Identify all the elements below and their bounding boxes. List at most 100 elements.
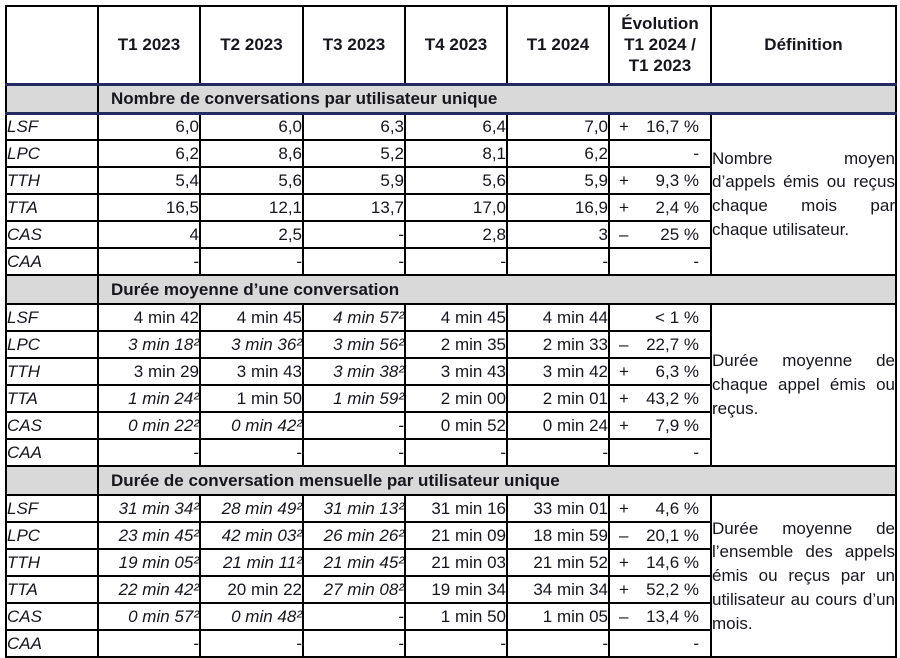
value-cell: 2 min 00 bbox=[404, 384, 508, 413]
evolution-content: - bbox=[611, 634, 709, 654]
table-row: CAA - - - - - - bbox=[5, 247, 896, 276]
evolution-cell: +7,9 % bbox=[608, 411, 712, 440]
value-cell: 31 min 34² bbox=[97, 494, 201, 523]
value-cell: 4 min 45 bbox=[199, 303, 304, 332]
evolution-cell: - bbox=[608, 139, 712, 168]
evolution-sign: + bbox=[619, 552, 629, 572]
value-cell: 13,7 bbox=[302, 193, 406, 222]
value-cell: 3 min 36² bbox=[199, 330, 304, 359]
row-label: TTH bbox=[5, 548, 99, 577]
row-label: CAS bbox=[5, 411, 99, 440]
section-band-corner bbox=[5, 274, 99, 305]
value-cell: 0 min 52 bbox=[404, 411, 508, 440]
table-body: Nombre de conversations par utilisateur … bbox=[5, 82, 897, 658]
row-label: LSF bbox=[5, 494, 99, 523]
definition-cell: Nombre moyen d’appels émis ou reçus chaq… bbox=[710, 112, 897, 276]
evolution-cell: - bbox=[608, 629, 712, 658]
evolution-sign: + bbox=[619, 579, 629, 599]
table-row: CAA - - - - - - bbox=[5, 438, 896, 467]
value-cell: - bbox=[404, 629, 508, 658]
evolution-content: +52,2 % bbox=[611, 579, 709, 600]
value-cell: 2 min 33 bbox=[506, 330, 610, 359]
col-header-t1-2024: T1 2024 bbox=[506, 5, 610, 85]
table-row: CAS 0 min 57² 0 min 48² -1 min 50 1 min 05–1… bbox=[5, 602, 896, 631]
evolution-content: +2,4 % bbox=[611, 198, 709, 218]
evolution-content: < 1 % bbox=[611, 308, 709, 328]
definition-cell: Durée moyenne de chaque appel émis ou re… bbox=[710, 303, 897, 467]
value-cell: 1 min 50 bbox=[404, 602, 508, 631]
section-title: Durée de conversation mensuelle par util… bbox=[97, 465, 897, 496]
value-cell: 4 min 57² bbox=[302, 303, 406, 332]
value-cell: 33 min 01 bbox=[506, 494, 610, 523]
evolution-content: - bbox=[611, 143, 709, 164]
table-row: TTH 5,4 5,6 5,9 5,6 5,9 +9,3 % bbox=[5, 166, 896, 195]
table-row: LPC 6,2 8,6 5,2 8,1 6,2- bbox=[5, 139, 896, 168]
value-cell: 3 bbox=[506, 220, 610, 249]
value-cell: 1 min 05 bbox=[506, 602, 610, 631]
row-label: CAA bbox=[5, 438, 99, 467]
value-cell: 20 min 22 bbox=[199, 575, 304, 604]
row-label: CAA bbox=[5, 629, 99, 658]
row-label: CAS bbox=[5, 220, 99, 249]
evolution-sign: + bbox=[619, 116, 629, 136]
value-cell: - bbox=[97, 247, 201, 276]
evolution-content: –22,7 % bbox=[611, 335, 709, 355]
value-cell: 16,5 bbox=[97, 193, 201, 222]
row-label: TTA bbox=[5, 384, 99, 413]
value-cell: 1 min 24² bbox=[97, 384, 201, 413]
value-cell: 3 min 29 bbox=[97, 357, 201, 386]
value-cell: - bbox=[97, 629, 201, 658]
evolution-value: 9,3 % bbox=[655, 170, 699, 190]
value-cell: 0 min 57² bbox=[97, 602, 201, 631]
header-row: T1 2023 T2 2023 T3 2023 T4 2023 T1 2024 … bbox=[5, 5, 897, 85]
value-cell: 5,4 bbox=[97, 166, 201, 195]
evolution-content: +16,7 % bbox=[611, 116, 709, 137]
value-cell: 26 min 26² bbox=[302, 521, 406, 550]
value-cell: 6,2 bbox=[506, 139, 610, 168]
evolution-content: +4,6 % bbox=[611, 498, 709, 519]
value-cell: - bbox=[199, 247, 304, 276]
section-title: Durée moyenne d’une conversation bbox=[97, 274, 897, 305]
value-cell: 17,0 bbox=[404, 193, 508, 222]
col-header-t1-2023: T1 2023 bbox=[97, 5, 201, 85]
evolution-content: +43,2 % bbox=[611, 389, 709, 409]
evolution-cell: +2,4 % bbox=[608, 193, 712, 222]
evolution-content: +14,6 % bbox=[611, 552, 709, 573]
table-row: TTH 19 min 05² 21 min 11² 21 min 45² 21 min … bbox=[5, 548, 896, 577]
row-label: TTA bbox=[5, 575, 99, 604]
evolution-sign: – bbox=[619, 606, 629, 626]
value-cell: 18 min 59 bbox=[506, 521, 610, 550]
evolution-value: 14,6 % bbox=[646, 552, 699, 572]
evolution-value: 52,2 % bbox=[646, 579, 699, 599]
row-label: TTA bbox=[5, 193, 99, 222]
table-row: CAS 4 2,5-2,8 3– 25 % bbox=[5, 220, 896, 249]
evolution-content: +7,9 % bbox=[611, 416, 709, 436]
evolution-sign: + bbox=[619, 498, 629, 518]
value-cell: 6,3 bbox=[302, 112, 406, 141]
table-row: TTH 3 min 29 3 min 43 3 min 38² 3 min 43 3 mi… bbox=[5, 357, 896, 386]
evolution-cell: –20,1 % bbox=[608, 521, 712, 550]
value-cell: - bbox=[302, 629, 406, 658]
value-cell: 2 min 35 bbox=[404, 330, 508, 359]
value-cell: 6,0 bbox=[97, 112, 201, 141]
row-label: LSF bbox=[5, 303, 99, 332]
value-cell: 3 min 18² bbox=[97, 330, 201, 359]
evolution-line-1: Évolution bbox=[621, 13, 699, 33]
value-cell: 3 min 43 bbox=[199, 357, 304, 386]
evolution-sign: – bbox=[619, 224, 629, 244]
row-label: LPC bbox=[5, 330, 99, 359]
col-header-empty bbox=[5, 5, 99, 85]
value-cell: - bbox=[97, 438, 201, 467]
evolution-value: - bbox=[693, 143, 699, 163]
value-cell: 34 min 34 bbox=[506, 575, 610, 604]
table-row: LSF 6,0 6,0 6,3 6,4 7,0 +16,7 % Nombre moyen d’… bbox=[5, 112, 897, 276]
evolution-cell: –22,7 % bbox=[608, 330, 712, 359]
evolution-line-2: T1 2024 / bbox=[624, 35, 696, 55]
evolution-cell: –13,4 % bbox=[608, 602, 712, 631]
table-row: TTA 1 min 24² 1 min 50 1 min 59² 2 min 00 2 m… bbox=[5, 384, 896, 413]
table-row: LSF 31 min 34² 28 min 49² 31 min 13² 31 min … bbox=[5, 494, 897, 658]
value-cell: - bbox=[302, 602, 406, 631]
value-cell: 21 min 11² bbox=[199, 548, 304, 577]
section-band-row: Nombre de conversations par utilisateur … bbox=[5, 82, 897, 115]
value-cell: 0 min 42² bbox=[199, 411, 304, 440]
